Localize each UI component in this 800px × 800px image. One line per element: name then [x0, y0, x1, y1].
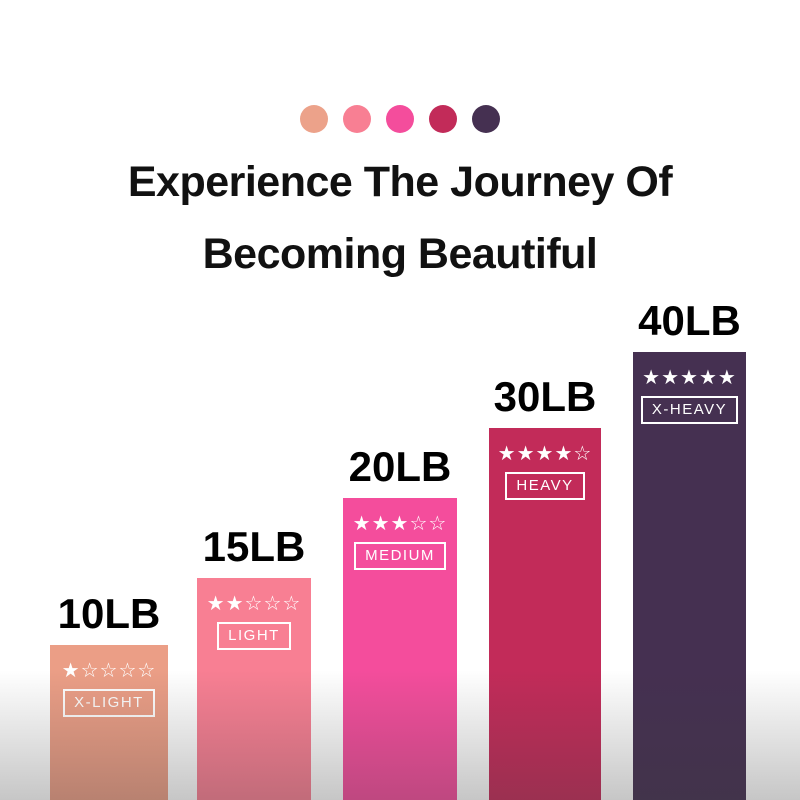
star-rating-icons: ★☆☆☆☆: [61, 658, 157, 682]
resistance-level-label: X-HEAVY: [640, 396, 739, 424]
star-rating-icons: ★★★★★: [642, 365, 737, 389]
bar-column: 20LB ★★★☆☆ MEDIUM: [343, 0, 457, 800]
bar-rect: ★☆☆☆☆ X-LIGHT: [50, 645, 168, 800]
star-rating-icons: ★★★☆☆: [352, 511, 448, 535]
page-title-line2: Becoming Beautiful: [202, 230, 598, 278]
resistance-level-label: LIGHT: [217, 622, 291, 650]
color-palette-dots: [0, 105, 800, 133]
bar-column: 40LB ★★★★★ X-HEAVY: [633, 0, 746, 800]
star-rating-icons: ★★★★☆: [497, 441, 593, 465]
bar-rect: ★★★★★ X-HEAVY: [633, 352, 746, 800]
medium-dot: [386, 105, 414, 133]
bar-weight-label: 10LB: [57, 590, 161, 637]
x-heavy-dot: [472, 105, 500, 133]
resistance-level-label: X-LIGHT: [63, 689, 155, 717]
x-light-dot: [300, 105, 328, 133]
bar-weight-label: 20LB: [348, 443, 452, 490]
resistance-level-label: MEDIUM: [354, 542, 446, 570]
star-rating-icons: ★★☆☆☆: [206, 591, 302, 615]
page-title: Experience The Journey Of Becoming Beaut…: [0, 146, 800, 290]
resistance-level-label: HEAVY: [505, 472, 585, 500]
bar-rect: ★★★★☆ HEAVY: [489, 428, 601, 800]
heavy-dot: [429, 105, 457, 133]
bar-weight-label: 30LB: [493, 373, 597, 420]
bar-column: 15LB ★★☆☆☆ LIGHT: [197, 0, 311, 800]
bar-rect: ★★☆☆☆ LIGHT: [197, 578, 311, 800]
page-title-line1: Experience The Journey Of: [127, 158, 673, 206]
bar-column: 10LB ★☆☆☆☆ X-LIGHT: [50, 0, 168, 800]
bar-rect: ★★★☆☆ MEDIUM: [343, 498, 457, 800]
bar-column: 30LB ★★★★☆ HEAVY: [489, 0, 601, 800]
bar-weight-label: 15LB: [202, 523, 306, 570]
light-dot: [343, 105, 371, 133]
bar-weight-label: 40LB: [638, 297, 741, 344]
